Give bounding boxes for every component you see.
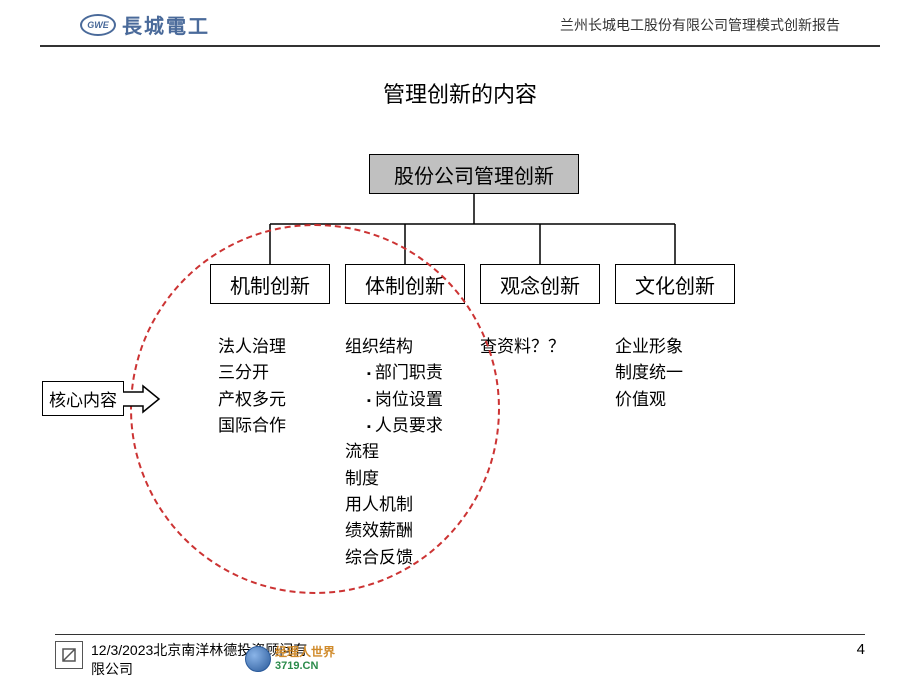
watermark-sub: 3719.CN <box>275 660 335 672</box>
footer-org-2: 限公司 <box>91 661 133 677</box>
report-title: 兰州长城电工股份有限公司管理模式创新报告 <box>560 15 840 35</box>
core-content-text: 核心内容 <box>42 381 124 416</box>
child-node-3: 文化创新 <box>615 264 735 304</box>
core-content-label: 核心内容 <box>42 381 161 416</box>
detail-column-3: 企业形象制度统一价值观 <box>615 334 755 413</box>
page-footer: 12/3/2023北京南洋林德投资顾问有 限公司 4 经理人世界 3719.CN <box>0 634 920 680</box>
footer-divider <box>55 634 865 635</box>
company-name: 長城電工 <box>122 10 210 39</box>
detail-item: 查资料？？ <box>480 334 620 360</box>
detail-item: 价值观 <box>615 387 755 413</box>
root-node: 股份公司管理创新 <box>369 154 579 194</box>
watermark-main: 经理人世界 <box>275 646 335 659</box>
detail-column-2: 查资料？？ <box>480 334 620 360</box>
slide-title: 管理创新的内容 <box>0 77 920 109</box>
watermark: 经理人世界 3719.CN <box>245 646 335 672</box>
page-header: GWE 長城電工 兰州长城电工股份有限公司管理模式创新报告 <box>40 0 880 47</box>
page-number: 4 <box>857 641 865 658</box>
company-logo: GWE <box>80 14 116 36</box>
child-node-2: 观念创新 <box>480 264 600 304</box>
footer-date: 12/3/2023 <box>91 642 153 658</box>
footer-logo-icon <box>55 641 83 669</box>
highlight-circle <box>130 224 500 594</box>
org-diagram: 股份公司管理创新 机制创新体制创新观念创新文化创新 法人治理三分开产权多元国际合… <box>0 109 920 609</box>
detail-item: 制度统一 <box>615 360 755 386</box>
globe-icon <box>245 646 271 672</box>
arrow-right-icon <box>123 384 161 414</box>
detail-item: 企业形象 <box>615 334 755 360</box>
header-left: GWE 長城電工 <box>80 10 210 39</box>
